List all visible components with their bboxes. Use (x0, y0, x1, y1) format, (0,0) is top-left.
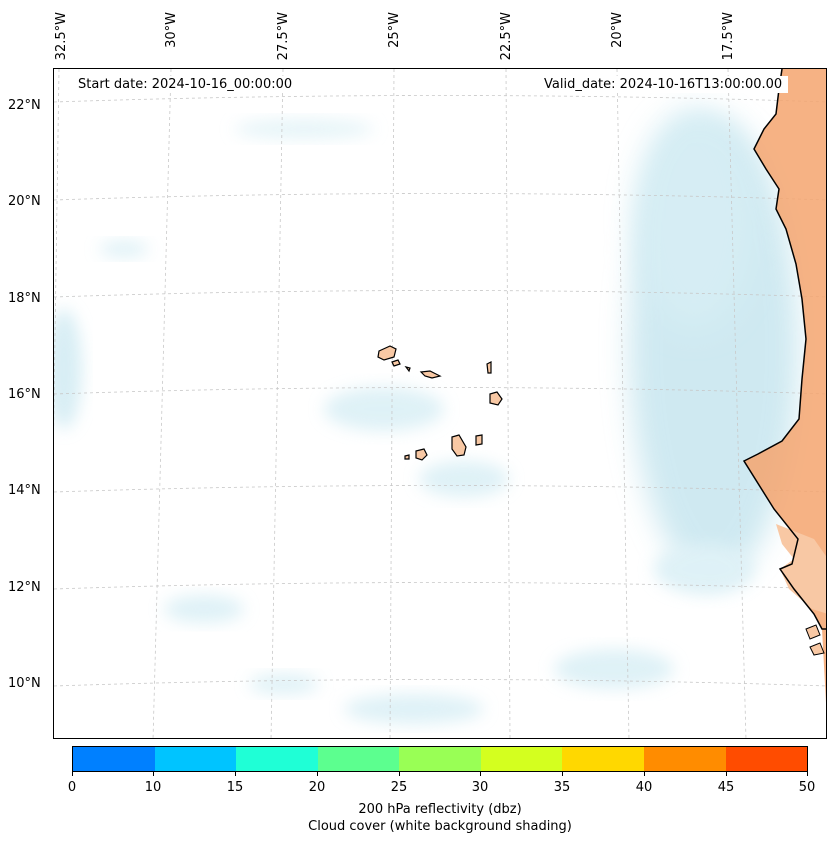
colorbar-tick (72, 772, 73, 776)
island-maio (475, 434, 483, 446)
island-sal (486, 361, 492, 374)
colorbar-tick-label-35: 35 (553, 780, 571, 795)
island-santo-antao (377, 345, 397, 361)
colorbar-label: 200 hPa reflectivity (dbz) (358, 802, 522, 817)
colorbar-segment-40-45 (643, 747, 726, 771)
island-santa-luzia (404, 366, 411, 373)
island-sao-vicente (391, 359, 401, 367)
colorbar-tick (399, 772, 400, 776)
cloud-patch-center-2 (419, 461, 509, 497)
cloud-patch-south-3 (554, 649, 674, 689)
lat-label-22n: 22°N (8, 98, 41, 113)
island-sao-nicolau (419, 370, 442, 379)
colorbar-tick-label-20: 20 (308, 780, 326, 795)
colorbar-tick-label-30: 30 (471, 780, 489, 795)
cloud-patch-south-5 (654, 544, 754, 594)
colorbar-segment-25-30 (399, 747, 481, 771)
lat-label-16n: 16°N (8, 387, 41, 402)
colorbar-tick (480, 772, 481, 776)
cloud-patch-center (324, 387, 444, 431)
lon-label-32-5w: 32.5°W (54, 12, 69, 61)
colorbar-segment-20-25 (317, 747, 400, 771)
cloud-patch-south-1 (164, 595, 244, 623)
cloud-patch-south-2 (344, 694, 484, 724)
graticule (54, 69, 826, 738)
cloud-patch-south-4 (249, 674, 319, 694)
colorbar-tick-label-25: 25 (390, 780, 408, 795)
colorbar-segment-15-20 (236, 747, 318, 771)
reflectivity-colorbar (72, 746, 808, 772)
colorbar-segment-35-40 (562, 747, 644, 771)
lon-label-22-5w: 22.5°W (499, 12, 514, 61)
colorbar-segment-30-35 (480, 747, 563, 771)
cloud-cover-shading (54, 109, 799, 724)
lon-label-20w: 20°W (610, 12, 625, 48)
african-coast (742, 69, 826, 703)
african-coastline (742, 69, 826, 630)
map-canvas (54, 69, 826, 738)
colorbar-tick-label-40: 40 (635, 780, 653, 795)
lat-label-12n: 12°N (8, 580, 41, 595)
colorbar-tick-label-45: 45 (717, 780, 735, 795)
colorbar-tick-label-15: 15 (226, 780, 244, 795)
colorbar-sublabel: Cloud cover (white background shading) (308, 819, 572, 834)
colorbar-segment-45-50 (725, 747, 808, 771)
cloud-patch-west (54, 309, 82, 429)
colorbar-tick (562, 772, 563, 776)
colorbar-segment-0-10 (73, 747, 155, 771)
colorbar-tick (235, 772, 236, 776)
lat-label-10n: 10°N (8, 676, 41, 691)
colorbar-tick-label-50: 50 (798, 780, 816, 795)
colorbar-tick (317, 772, 318, 776)
island-santiago (451, 434, 467, 457)
valid-date-label: Valid_date: 2024-10-16T13:00:00.00 (538, 76, 789, 93)
cloud-patch-north (234, 119, 374, 139)
colorbar-tick (807, 772, 808, 776)
island-fogo (415, 448, 428, 461)
lat-label-14n: 14°N (8, 483, 41, 498)
start-date-label: Start date: 2024-10-16_00:00:00 (72, 76, 299, 93)
cloud-band-northeast (634, 109, 754, 329)
colorbar-segment-10-15 (154, 747, 237, 771)
colorbar-tick (726, 772, 727, 776)
lon-label-27-5w: 27.5°W (276, 12, 291, 61)
colorbar-tick (153, 772, 154, 776)
lon-label-30w: 30°W (164, 12, 179, 48)
island-brava (404, 454, 410, 460)
lon-label-17-5w: 17.5°W (721, 12, 736, 61)
lat-label-18n: 18°N (8, 291, 41, 306)
lon-label-25w: 25°W (387, 12, 402, 48)
colorbar-tick (644, 772, 645, 776)
map-panel[interactable] (53, 68, 827, 739)
colorbar-tick-label-0: 0 (67, 780, 77, 795)
island-boa-vista (489, 391, 503, 406)
lat-label-20n: 20°N (8, 194, 41, 209)
senegal-gambia-land (776, 524, 826, 614)
cloud-patch-west-2 (99, 241, 149, 257)
colorbar-tick-label-10: 10 (144, 780, 162, 795)
guinea-bissau-islands (805, 624, 825, 656)
cape-verde-islands (377, 345, 503, 461)
